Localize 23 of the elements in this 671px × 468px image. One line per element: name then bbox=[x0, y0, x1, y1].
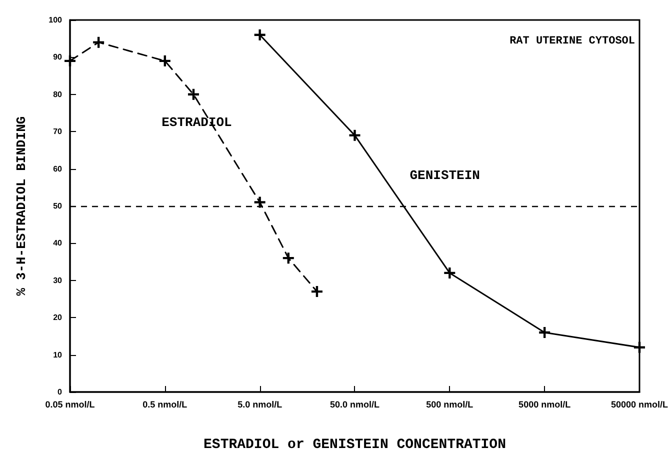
y-tick-label: 10 bbox=[53, 350, 63, 360]
x-tick-label: 500 nmol/L bbox=[426, 400, 474, 410]
y-tick-label: 20 bbox=[53, 313, 63, 322]
x-tick-label: 0.05 nmol/L bbox=[45, 400, 96, 410]
y-tick-label: 90 bbox=[53, 52, 63, 62]
y-tick-label: 100 bbox=[48, 16, 63, 24]
x-axis-title: ESTRADIOL or GENISTEIN CONCENTRATION bbox=[204, 437, 506, 453]
y-tick-label: 30 bbox=[53, 276, 63, 285]
x-tick-label: 5.0 nmol/L bbox=[238, 400, 283, 410]
y-tick-label: 70 bbox=[53, 127, 63, 136]
x-tick-label: 0.5 nmol/L bbox=[142, 400, 188, 410]
series-label: ESTRADIOL bbox=[162, 114, 232, 130]
y-tick-label: 80 bbox=[53, 90, 63, 99]
y-tick-label: 60 bbox=[53, 164, 63, 174]
x-tick-label: 5000 nmol/L bbox=[518, 400, 572, 410]
x-tick-label: 50000 nmol/L bbox=[610, 400, 668, 410]
y-tick-label: 50 bbox=[53, 202, 63, 210]
y-tick-label: 40 bbox=[53, 238, 63, 248]
y-tick-label: 0 bbox=[58, 388, 63, 396]
annotation: RAT UTERINE CYTOSOL bbox=[510, 36, 636, 48]
x-tick-label: 50.0 nmol/L bbox=[330, 400, 380, 410]
y-axis-title: % 3-H-ESTRADIOL BINDING bbox=[14, 116, 29, 296]
series-label: GENISTEIN bbox=[410, 168, 480, 183]
